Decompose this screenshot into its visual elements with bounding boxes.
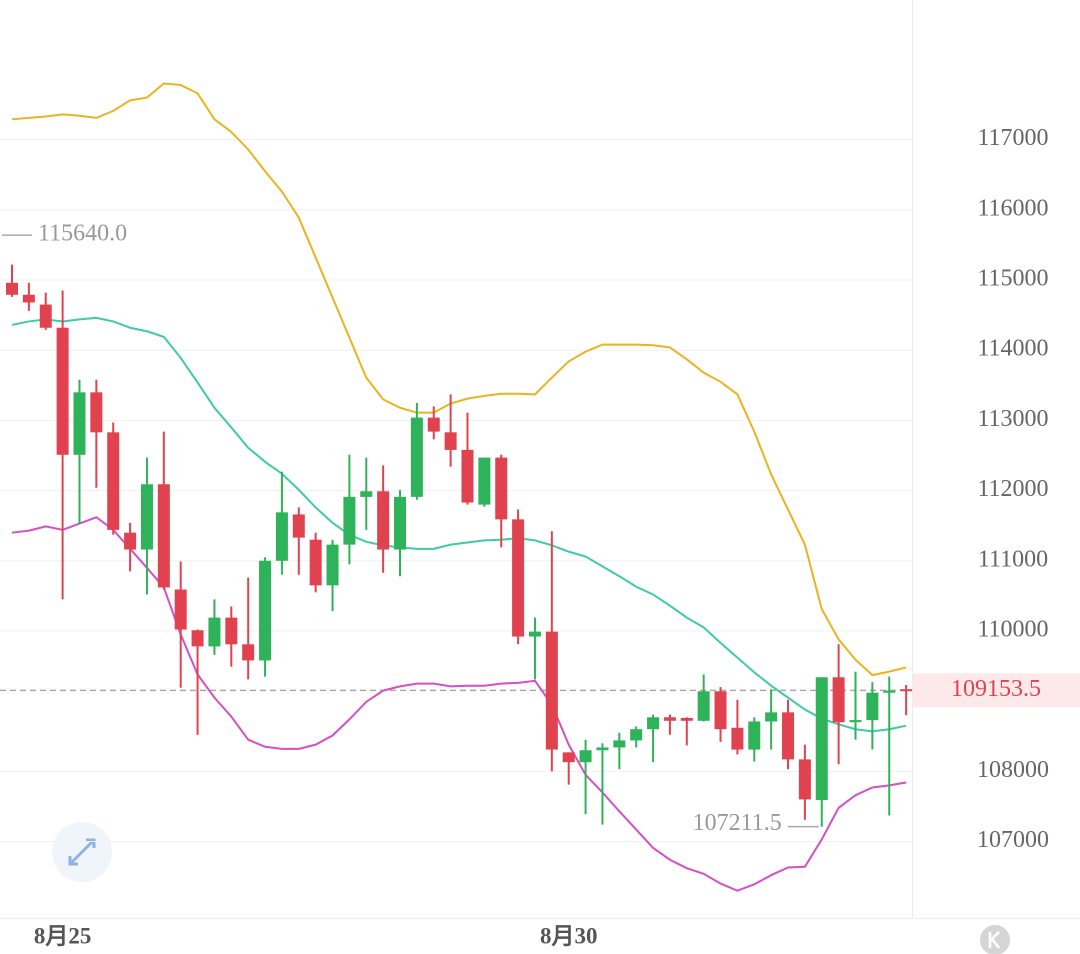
candle-body — [697, 691, 710, 721]
candle-body — [647, 717, 660, 730]
candle-body — [157, 484, 170, 588]
candle-body — [782, 712, 795, 760]
candle-body — [427, 417, 440, 432]
candle-body — [343, 496, 356, 545]
candle-body — [562, 752, 575, 763]
x-tick-label: 8月30 — [540, 923, 598, 948]
y-tick-label: 113000 — [977, 406, 1048, 432]
candle-body — [680, 717, 693, 721]
candle-body — [849, 720, 862, 723]
candle-body — [410, 417, 423, 497]
k-button[interactable] — [980, 925, 1010, 954]
candle-body — [208, 617, 221, 647]
candle-body — [124, 532, 137, 550]
high-label: 115640.0 — [38, 221, 127, 247]
candle-body — [191, 630, 204, 647]
candle-body — [394, 496, 407, 550]
band-line — [11, 316, 907, 733]
candle-body — [56, 327, 69, 455]
candle-body — [309, 539, 322, 586]
candle-body — [90, 392, 103, 433]
candle-body — [225, 617, 238, 645]
candle-body — [377, 491, 390, 550]
candle-body — [326, 544, 339, 586]
candle-body — [630, 729, 643, 741]
candle-body — [174, 589, 187, 630]
last-price-label: 109153.5 — [951, 676, 1041, 702]
candle-body — [461, 449, 474, 503]
y-tick-label: 114000 — [977, 336, 1048, 362]
candle-body — [545, 631, 558, 750]
candle-body — [731, 727, 744, 750]
candle-body — [292, 514, 305, 538]
candle-body — [765, 712, 778, 722]
candle-body — [596, 747, 609, 751]
candle-body — [22, 294, 35, 303]
candle-body — [798, 759, 811, 800]
candle-body — [242, 644, 255, 661]
candle-body — [360, 491, 373, 497]
last-price-tag — [913, 673, 1080, 708]
grid-layer — [0, 139, 912, 842]
low-label: 107211.5 — [693, 810, 782, 836]
candle-body — [259, 560, 272, 661]
y-tick-label: 108000 — [977, 757, 1049, 783]
y-tick-label: 107000 — [977, 827, 1049, 853]
candle-body — [832, 677, 845, 723]
x-tick-label: 8月25 — [34, 923, 92, 948]
candle-body — [613, 740, 626, 748]
y-tick-label: 116000 — [977, 195, 1048, 221]
candle-body — [6, 282, 18, 295]
candle-body — [107, 432, 120, 530]
candle-body — [748, 721, 761, 750]
candle-body — [495, 457, 508, 520]
candle-body — [714, 691, 727, 730]
candle-body — [512, 519, 525, 637]
candle-body — [140, 484, 153, 550]
candle-body — [815, 677, 828, 801]
expand-button[interactable] — [52, 822, 112, 882]
candle-body — [900, 689, 913, 692]
band-line — [11, 82, 907, 677]
candle-body — [663, 717, 676, 721]
candle-body — [39, 304, 52, 328]
y-tick-label: 110000 — [977, 616, 1048, 642]
candle-body — [444, 432, 457, 450]
y-tick-label: 112000 — [977, 476, 1048, 502]
candle-body — [275, 512, 288, 561]
y-tick-label: 117000 — [977, 125, 1048, 151]
candle-body — [866, 692, 879, 721]
y-tick-label: 115000 — [977, 266, 1048, 292]
candle-body — [478, 457, 491, 505]
candle-body — [883, 690, 896, 693]
candle-body — [528, 631, 541, 637]
y-tick-label: 111000 — [978, 546, 1048, 572]
candle-body — [579, 750, 592, 763]
candle-body — [73, 392, 86, 455]
